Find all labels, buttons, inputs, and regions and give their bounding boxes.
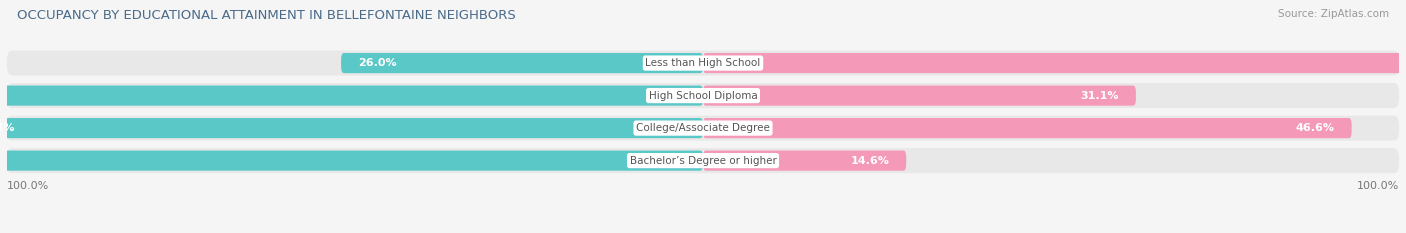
Text: Bachelor’s Degree or higher: Bachelor’s Degree or higher <box>630 156 776 166</box>
FancyBboxPatch shape <box>0 86 703 106</box>
Text: High School Diploma: High School Diploma <box>648 91 758 101</box>
Text: 14.6%: 14.6% <box>851 156 890 166</box>
Text: 46.6%: 46.6% <box>1296 123 1334 133</box>
Text: OCCUPANCY BY EDUCATIONAL ATTAINMENT IN BELLEFONTAINE NEIGHBORS: OCCUPANCY BY EDUCATIONAL ATTAINMENT IN B… <box>17 9 516 22</box>
FancyBboxPatch shape <box>342 53 703 73</box>
FancyBboxPatch shape <box>703 118 1351 138</box>
Text: Source: ZipAtlas.com: Source: ZipAtlas.com <box>1278 9 1389 19</box>
FancyBboxPatch shape <box>0 118 703 138</box>
Text: 100.0%: 100.0% <box>7 181 49 191</box>
Text: 100.0%: 100.0% <box>1357 181 1399 191</box>
FancyBboxPatch shape <box>703 53 1406 73</box>
FancyBboxPatch shape <box>7 51 1399 75</box>
Text: 53.4%: 53.4% <box>0 123 15 133</box>
Text: 26.0%: 26.0% <box>357 58 396 68</box>
FancyBboxPatch shape <box>703 86 1136 106</box>
FancyBboxPatch shape <box>7 83 1399 108</box>
Text: College/Associate Degree: College/Associate Degree <box>636 123 770 133</box>
FancyBboxPatch shape <box>703 151 907 171</box>
FancyBboxPatch shape <box>7 116 1399 140</box>
FancyBboxPatch shape <box>7 148 1399 173</box>
Text: Less than High School: Less than High School <box>645 58 761 68</box>
Text: 31.1%: 31.1% <box>1081 91 1119 101</box>
FancyBboxPatch shape <box>0 151 703 171</box>
